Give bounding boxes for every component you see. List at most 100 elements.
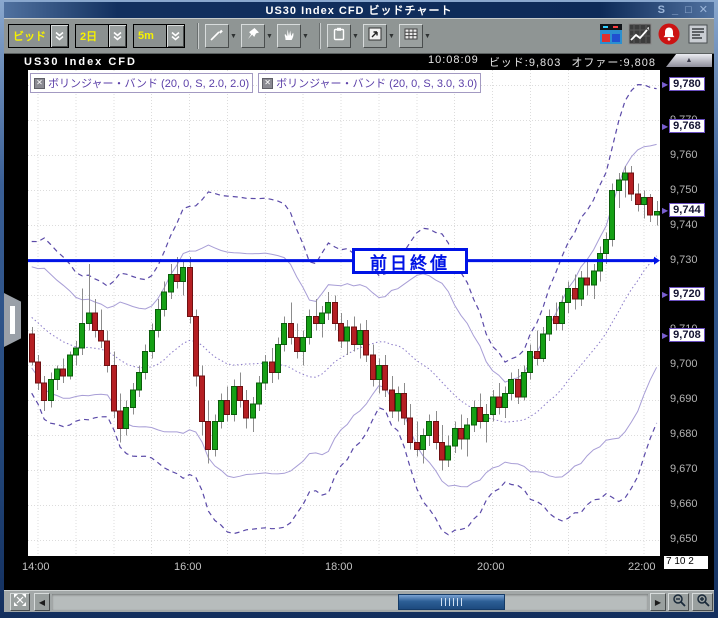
price-marker-label: ▶ 9,720 xyxy=(662,287,705,301)
date-box: 7 10 2 xyxy=(664,556,708,569)
candles-layer xyxy=(29,166,660,471)
minimize-button[interactable]: _ xyxy=(672,4,679,16)
tool-dropdown-arrow[interactable]: ▼ xyxy=(266,32,273,40)
toolbar: ビッド 2日 5m ▼ ▼ xyxy=(4,18,714,54)
price-marker-label: ▶ 9,744 xyxy=(662,203,705,217)
quote-bid: ビッド:9,803 xyxy=(488,57,562,69)
chevron-down-icon[interactable] xyxy=(108,25,126,47)
close-button[interactable]: ✕ xyxy=(698,4,708,16)
chart-quote-info: 10:08:09 ビッド:9,803 オファー:9,808 xyxy=(428,54,656,70)
price-marker-label: ▶ 9,768 xyxy=(662,119,705,133)
chart-header: US30 Index CFD 10:08:09 ビッド:9,803 オファー:9… xyxy=(4,54,714,70)
scrollbar-thumb[interactable] xyxy=(398,594,505,610)
indicator-label-bollinger-2: ✕ ボリンジャー・バンド (20, 0, S, 2.0, 2.0) xyxy=(30,73,254,93)
news-button[interactable] xyxy=(686,23,710,49)
freehand-tool-button[interactable] xyxy=(277,24,301,48)
scroll-left-button[interactable]: ◀ xyxy=(34,593,50,611)
y-axis-tick: 9,700 xyxy=(670,358,698,370)
export-chart-button[interactable] xyxy=(363,24,387,48)
quote-offer: オファー:9,808 xyxy=(571,57,656,69)
zoom-in-icon xyxy=(696,593,710,612)
rate-panel-button[interactable] xyxy=(599,23,623,49)
right-arrow-icon: ▶ xyxy=(654,597,662,607)
y-axis-tick: 9,750 xyxy=(670,184,698,196)
y-axis-tick: 9,760 xyxy=(670,149,698,161)
price-side-dropdown[interactable]: ビッド xyxy=(8,24,69,48)
chart-icon xyxy=(628,22,652,51)
bollinger-band-2-lines xyxy=(31,143,658,488)
price-side-dropdown-label: ビッド xyxy=(13,31,46,43)
toolbar-right-icons xyxy=(599,23,710,49)
right-arrow-icon: ▶ xyxy=(662,289,669,299)
chart-window-button[interactable] xyxy=(628,23,652,49)
tool-dropdown-arrow[interactable]: ▼ xyxy=(352,32,359,40)
prev-close-label[interactable]: 前日終値 xyxy=(352,248,468,274)
y-axis-tick: 9,660 xyxy=(670,498,698,510)
tool-dropdown-arrow[interactable]: ▼ xyxy=(388,32,395,40)
chart-panel: US30 Index CFD 10:08:09 ビッド:9,803 オファー:9… xyxy=(4,54,714,590)
zoom-in-button[interactable] xyxy=(692,593,713,611)
tool-dropdown-arrow[interactable]: ▼ xyxy=(302,32,309,40)
range-dropdown-label: 2日 xyxy=(80,31,98,43)
tool-dropdown-arrow[interactable]: ▼ xyxy=(424,32,431,40)
quote-time: 10:08:09 xyxy=(427,54,479,66)
x-axis-tick: 22:00 xyxy=(628,561,656,573)
right-arrow-icon: ▶ xyxy=(662,330,669,340)
y-axis-tick: 9,680 xyxy=(670,428,698,440)
panel-collapse-handle[interactable] xyxy=(4,293,21,347)
range-dropdown[interactable]: 2日 xyxy=(75,24,127,48)
x-axis-tick: 14:00 xyxy=(22,561,50,573)
window-controls: S _ □ ✕ xyxy=(658,3,708,17)
hand-draw-icon xyxy=(281,26,297,47)
window-titlebar[interactable]: US30 Index CFD ビッドチャート S _ □ ✕ xyxy=(4,2,714,18)
grip-lines-icon xyxy=(440,598,463,606)
price-marker-label: ▶ 9,780 xyxy=(662,77,705,91)
expand-chart-button[interactable] xyxy=(10,593,30,611)
y-axis-tick: 9,730 xyxy=(670,254,698,266)
chart-plot-area[interactable]: ✕ ボリンジャー・バンド (20, 0, S, 2.0, 2.0) ✕ ボリンジ… xyxy=(28,70,660,556)
close-icon[interactable]: ✕ xyxy=(262,77,274,89)
export-arrow-icon xyxy=(367,26,383,47)
window-title: US30 Index CFD ビッドチャート xyxy=(265,5,453,17)
chevron-down-icon[interactable] xyxy=(166,25,184,47)
chevron-down-icon[interactable] xyxy=(50,25,68,47)
scroll-right-button[interactable]: ▶ xyxy=(650,593,666,611)
trendline-tool-button[interactable] xyxy=(205,24,229,48)
chart-symbol-title: US30 Index CFD xyxy=(24,56,137,68)
float-window-button[interactable]: S xyxy=(657,4,665,16)
header-collapse-button[interactable]: ▲ xyxy=(666,54,712,67)
zoom-out-icon xyxy=(672,593,686,612)
clipboard-button[interactable] xyxy=(327,24,351,48)
indicator-labels: ✕ ボリンジャー・バンド (20, 0, S, 2.0, 2.0) ✕ ボリンジ… xyxy=(30,73,482,93)
expand-icon xyxy=(13,593,27,612)
interval-dropdown[interactable]: 5m xyxy=(133,24,185,48)
pushpin-icon xyxy=(245,26,261,47)
tool-dropdown-arrow[interactable]: ▼ xyxy=(230,32,237,40)
indicator-label-bollinger-3: ✕ ボリンジャー・バンド (20, 0, S, 3.0, 3.0) xyxy=(258,73,482,93)
news-icon xyxy=(686,22,710,51)
x-axis-tick: 18:00 xyxy=(325,561,353,573)
close-icon[interactable]: ✕ xyxy=(34,77,45,89)
clipboard-icon xyxy=(331,26,347,47)
y-axis-tick: 9,690 xyxy=(670,393,698,405)
y-axis-tick: 9,670 xyxy=(670,463,698,475)
grid-icon xyxy=(403,26,419,47)
y-axis-tick: 9,740 xyxy=(670,219,698,231)
left-arrow-icon: ◀ xyxy=(38,597,46,607)
pin-tool-button[interactable] xyxy=(241,24,265,48)
price-axis[interactable]: 9,6509,6609,6709,6809,6909,7009,7109,720… xyxy=(662,70,714,556)
alert-button[interactable] xyxy=(657,23,681,49)
zoom-out-button[interactable] xyxy=(668,593,689,611)
time-axis[interactable]: 14:00 16:00 18:00 20:00 22:00 xyxy=(22,556,660,586)
data-grid-button[interactable] xyxy=(399,24,423,48)
toolbar-separator xyxy=(319,23,321,49)
bell-icon xyxy=(657,22,681,51)
interval-dropdown-label: 5m xyxy=(138,30,154,42)
grid-layer xyxy=(28,70,660,556)
chevron-up-icon: ▲ xyxy=(685,56,693,64)
bollinger-band-3-lines xyxy=(31,83,658,536)
scrollbar-track[interactable] xyxy=(52,594,648,610)
maximize-button[interactable]: □ xyxy=(685,4,692,16)
right-arrow-icon: ▶ xyxy=(662,79,669,89)
